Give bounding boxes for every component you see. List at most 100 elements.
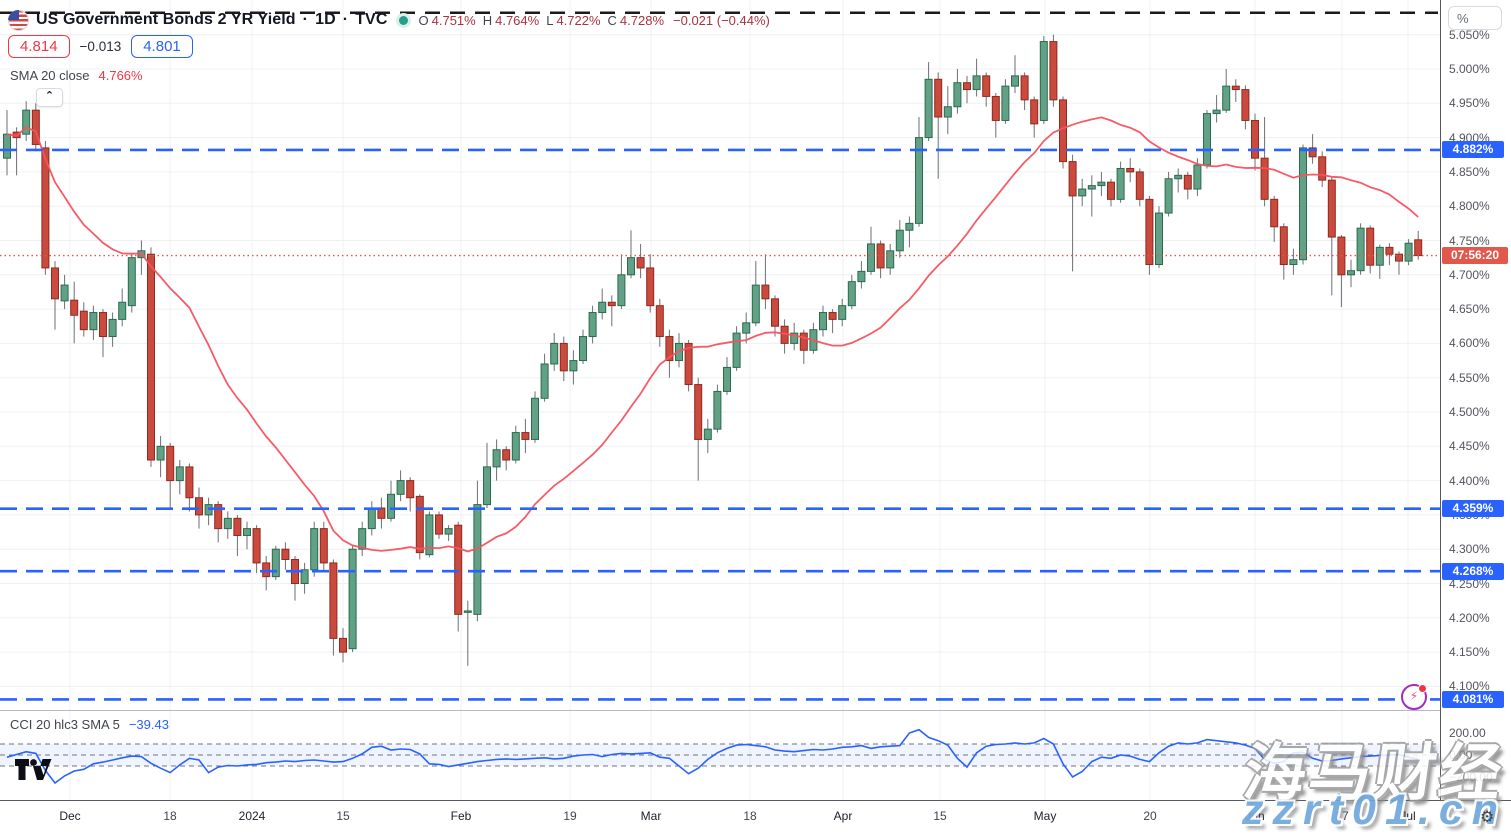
candle xyxy=(636,257,645,269)
candle xyxy=(310,528,319,571)
sma-indicator-value: 4.766% xyxy=(98,68,143,83)
candle xyxy=(1212,109,1221,115)
candle xyxy=(31,109,40,145)
candle xyxy=(473,504,482,615)
candle xyxy=(963,82,971,91)
level-price-chip[interactable]: 4.081% xyxy=(1442,690,1504,708)
buy-price-button[interactable]: 4.801 xyxy=(131,35,193,58)
level-price-chip[interactable]: 4.359% xyxy=(1442,500,1504,518)
price-axis-tick-label: 4.250% xyxy=(1449,576,1490,591)
candle xyxy=(713,390,722,430)
candle xyxy=(1116,167,1125,200)
candle xyxy=(1164,178,1173,214)
candle xyxy=(1011,75,1019,87)
price-axis-tick-label: 4.650% xyxy=(1449,302,1490,317)
candle xyxy=(1183,174,1192,190)
time-axis-tick-label: 18 xyxy=(163,809,177,823)
candle xyxy=(339,637,347,653)
candle xyxy=(51,267,59,300)
ohlc-readout: O 4.751% H 4.764% L 4.722% C 4.728% −0.021 (… xyxy=(419,13,770,28)
candle xyxy=(1203,113,1211,166)
exchange-label[interactable]: TVC xyxy=(355,11,388,28)
candle xyxy=(454,524,463,615)
candle xyxy=(79,310,88,331)
candle xyxy=(694,384,703,440)
market-status-icon[interactable] xyxy=(398,15,408,25)
candle xyxy=(1366,227,1375,266)
candle xyxy=(1222,85,1231,111)
candle xyxy=(147,253,155,461)
candle xyxy=(771,298,779,327)
candle xyxy=(895,229,904,252)
candle xyxy=(60,284,69,302)
candle xyxy=(415,495,424,554)
time-axis-tick-label: 18 xyxy=(743,809,757,823)
candle xyxy=(243,528,251,536)
symbol-legend[interactable]: US Government Bonds 2 YR Yield · 1D · TV… xyxy=(8,8,770,32)
watermark-site: zzrt01.cn xyxy=(1241,786,1507,834)
interval-label[interactable]: 1D xyxy=(315,11,336,28)
candle xyxy=(953,82,962,108)
candle xyxy=(377,507,386,519)
high-label: H xyxy=(482,12,493,28)
candle xyxy=(742,322,751,334)
candle xyxy=(828,312,837,320)
legend-collapse-button[interactable]: ⌃ xyxy=(36,88,63,107)
separator-dot: · xyxy=(342,11,349,28)
price-axis-tick-label: 5.000% xyxy=(1449,62,1490,76)
candle xyxy=(857,270,866,283)
price-axis-tick-label: 4.400% xyxy=(1449,473,1490,488)
candle xyxy=(838,305,847,320)
candle xyxy=(876,243,885,269)
percent-scale-button[interactable]: % xyxy=(1448,6,1502,30)
low-label: L xyxy=(546,12,554,28)
countdown-price-chip: 07:56:20 xyxy=(1442,247,1508,265)
candle xyxy=(1193,164,1202,190)
candle xyxy=(982,75,991,97)
candle xyxy=(329,562,338,639)
pane-separator[interactable] xyxy=(0,710,1511,711)
level-price-chip[interactable]: 4.268% xyxy=(1442,562,1504,580)
candle xyxy=(502,449,511,461)
candle xyxy=(1318,156,1327,181)
candle xyxy=(1347,270,1355,276)
symbol-title[interactable]: US Government Bonds 2 YR Yield xyxy=(36,11,296,28)
candle xyxy=(252,528,261,564)
sma-line[interactable] xyxy=(6,116,1419,553)
candle xyxy=(819,312,827,331)
bid-ask-row: 4.814 −0.013 4.801 xyxy=(8,35,193,58)
sell-price-button[interactable]: 4.814 xyxy=(8,35,70,58)
candle xyxy=(799,332,808,351)
candle xyxy=(521,432,530,440)
price-axis-tick-label: 4.100% xyxy=(1449,679,1490,694)
time-axis[interactable]: Dec 18 2024 15 Feb 19 Mar 18 Apr 15 May 20 Jun 17 Jul xyxy=(0,800,1511,834)
level-price-chip[interactable]: 4.882% xyxy=(1442,141,1504,159)
candle xyxy=(531,397,539,440)
candle xyxy=(175,466,184,482)
sma-indicator-legend[interactable]: SMA 20 close 4.766% xyxy=(10,68,143,83)
lightning-bolt-icon: ⚡ xyxy=(1409,689,1419,703)
sma-indicator-label[interactable]: SMA 20 close xyxy=(10,68,90,83)
settings-gear-icon[interactable]: ⚙ xyxy=(1480,809,1495,826)
price-axis-tick-label: 4.900% xyxy=(1449,130,1490,145)
time-axis-tick-label: 15 xyxy=(933,809,947,823)
candle xyxy=(598,301,607,314)
price-axis-tick-label: 4.700% xyxy=(1449,267,1490,282)
cci-indicator-label[interactable]: CCI 20 hlc3 SMA 5 xyxy=(10,717,120,732)
candle xyxy=(108,318,117,338)
alert-button[interactable]: ⚡ xyxy=(1401,684,1427,710)
time-axis-tick-label: Jun xyxy=(1245,809,1265,823)
cci-indicator-pane[interactable] xyxy=(0,711,1440,800)
high-value: 4.764% xyxy=(495,12,540,28)
candle xyxy=(281,548,290,560)
price-axis[interactable]: % 4.882% 4.359% 4.268% 4.081% 07:56:20 5.050%… xyxy=(1440,0,1511,800)
candle xyxy=(118,301,127,320)
candle xyxy=(387,493,395,519)
candle xyxy=(550,342,559,365)
cci-line[interactable] xyxy=(6,728,1419,785)
main-price-pane[interactable] xyxy=(0,0,1440,710)
candle xyxy=(1135,171,1144,200)
cci-indicator-legend[interactable]: CCI 20 hlc3 SMA 5 −39.43 xyxy=(10,717,169,732)
candle xyxy=(406,480,415,499)
